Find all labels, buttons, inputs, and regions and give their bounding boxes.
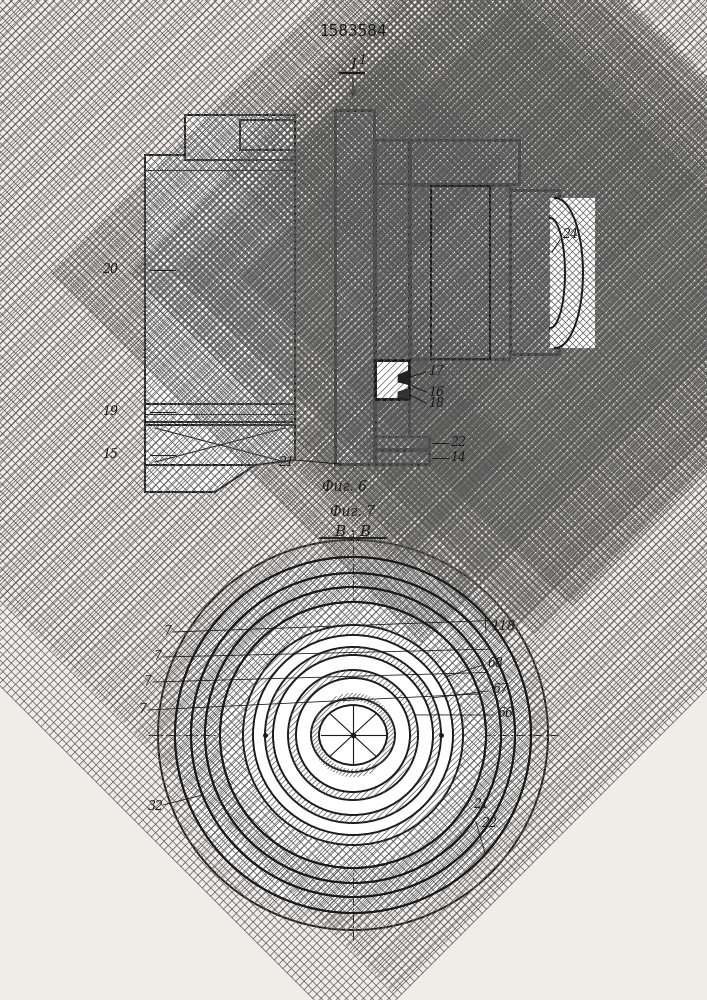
Text: 1: 1 — [358, 54, 366, 67]
Text: 118: 118 — [491, 620, 515, 633]
Text: 7: 7 — [138, 703, 146, 716]
Bar — [375, 360, 410, 400]
Text: 7: 7 — [163, 625, 171, 638]
Circle shape — [175, 557, 531, 913]
Text: 24: 24 — [562, 228, 578, 241]
Bar — [145, 155, 295, 425]
Ellipse shape — [319, 705, 387, 765]
Circle shape — [265, 647, 441, 823]
Circle shape — [148, 530, 558, 940]
Text: I: I — [350, 58, 356, 72]
Text: 1583584: 1583584 — [320, 24, 387, 39]
Bar — [240, 120, 295, 150]
Bar — [375, 436, 430, 450]
Polygon shape — [550, 198, 583, 348]
Circle shape — [296, 678, 410, 792]
Bar — [376, 141, 409, 184]
Bar — [411, 141, 519, 184]
Bar — [376, 141, 409, 464]
Text: 20: 20 — [102, 263, 118, 276]
Bar — [335, 110, 375, 465]
Bar — [145, 404, 295, 422]
Text: 66: 66 — [498, 707, 514, 720]
Bar — [376, 437, 429, 449]
Text: 15: 15 — [102, 448, 118, 461]
Bar — [185, 115, 295, 160]
Polygon shape — [398, 388, 410, 400]
Text: 14: 14 — [450, 451, 466, 464]
Text: 22: 22 — [481, 817, 497, 830]
Text: 21: 21 — [473, 798, 489, 811]
Text: 16: 16 — [428, 386, 444, 399]
Text: 67: 67 — [493, 683, 509, 696]
Text: 18: 18 — [428, 397, 444, 410]
Text: В · В: В · В — [334, 525, 372, 539]
Polygon shape — [375, 140, 410, 185]
Text: 7: 7 — [153, 650, 161, 663]
Bar — [490, 186, 510, 359]
Text: 32: 32 — [148, 800, 164, 813]
Bar — [550, 198, 595, 348]
Text: 22: 22 — [450, 436, 466, 449]
Circle shape — [273, 655, 433, 815]
Text: 7: 7 — [143, 675, 151, 688]
Text: 17: 17 — [428, 365, 444, 378]
Polygon shape — [145, 465, 255, 492]
Text: 19: 19 — [102, 405, 118, 418]
Text: 68: 68 — [488, 657, 504, 670]
Circle shape — [158, 540, 548, 930]
Circle shape — [253, 635, 453, 835]
Text: Фиг. 6: Фиг. 6 — [322, 480, 368, 494]
Circle shape — [243, 625, 463, 845]
Bar — [376, 361, 409, 399]
Bar — [410, 140, 520, 185]
Bar — [375, 450, 430, 465]
Polygon shape — [398, 370, 410, 385]
Text: 21: 21 — [278, 456, 294, 469]
Bar — [410, 185, 510, 360]
Circle shape — [288, 670, 418, 800]
Text: Фиг. 7: Фиг. 7 — [330, 505, 375, 519]
Bar — [431, 186, 490, 359]
Circle shape — [221, 603, 485, 867]
Ellipse shape — [311, 698, 395, 772]
Bar — [375, 140, 410, 465]
Bar — [511, 191, 559, 354]
Bar — [376, 451, 429, 464]
Bar — [411, 186, 431, 359]
Bar — [336, 111, 374, 464]
Polygon shape — [145, 425, 295, 465]
Bar — [510, 190, 560, 355]
